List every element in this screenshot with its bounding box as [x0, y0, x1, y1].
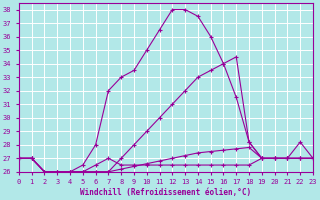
X-axis label: Windchill (Refroidissement éolien,°C): Windchill (Refroidissement éolien,°C) [80, 188, 252, 197]
